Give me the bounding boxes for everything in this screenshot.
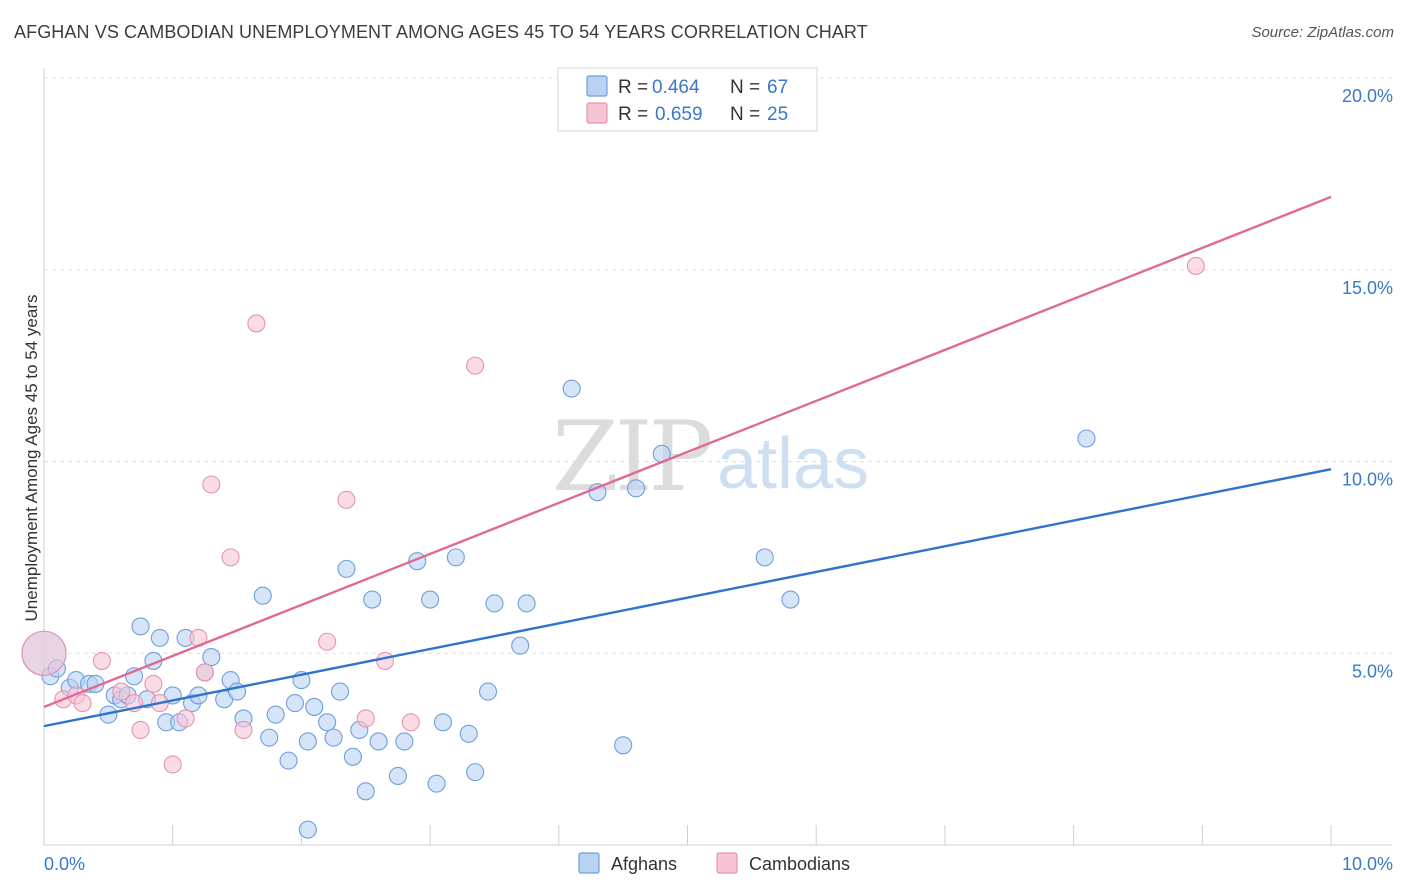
series-label-afghans: Afghans: [611, 854, 677, 874]
watermark-atlas: atlas: [717, 424, 869, 504]
afghans-point-57: [562, 379, 581, 398]
afghans-point-55: [511, 636, 530, 655]
cambodians-point-7: [131, 720, 150, 740]
cambodians-point-22: [401, 713, 420, 732]
afghans-point-38: [330, 682, 350, 701]
legend-swatch-cambodians: [586, 102, 608, 124]
afghans-point-53: [478, 682, 498, 701]
afghans-point-30: [266, 705, 285, 724]
afghans-point-64: [1077, 429, 1096, 448]
afghans-point-63: [781, 590, 800, 609]
afghans-point-28: [253, 586, 272, 605]
y-tick-label-3: 20.0%: [1342, 86, 1393, 106]
afghans-point-65: [433, 713, 453, 732]
afghans-point-31: [279, 751, 298, 770]
y-tick-label-0: 5.0%: [1352, 661, 1393, 681]
series-swatch-cambodians: [716, 852, 738, 874]
afghans-point-52: [466, 763, 485, 782]
trendlines: [43, 195, 1332, 728]
x-tick-label-left: 0.0%: [44, 854, 85, 874]
afghans-point-49: [427, 774, 446, 793]
legend-r-label-afghans: R =: [618, 77, 653, 98]
afghans-point-40: [343, 747, 362, 766]
afghans-point-39: [337, 559, 356, 578]
cambodians-point-5: [112, 682, 131, 701]
y-tick-label-1: 10.0%: [1342, 470, 1393, 490]
cambodians-point-18: [318, 632, 337, 651]
afghans-point-37: [324, 728, 343, 747]
afghans-point-59: [614, 736, 633, 755]
afghans-point-50: [446, 548, 465, 567]
afghans-point-43: [363, 590, 382, 609]
afghans-point-45: [388, 766, 407, 786]
cambodians-point-11: [176, 709, 195, 728]
cambodians-point-20: [356, 709, 375, 728]
legend-r-label-cambodians: R =: [618, 104, 653, 125]
cambodians-point-23: [466, 356, 485, 375]
cambodians-point-0: [21, 630, 67, 676]
y-tick-label-2: 15.0%: [1342, 278, 1393, 298]
chart-title: AFGHAN VS CAMBODIAN UNEMPLOYMENT AMONG A…: [14, 22, 868, 42]
cambodians-point-3: [73, 694, 92, 713]
afghans-point-62: [755, 548, 774, 567]
afghans-point-46: [395, 732, 414, 751]
cambodians-point-13: [195, 663, 214, 682]
legend-swatch-afghans: [586, 75, 608, 97]
series-label-cambodians: Cambodians: [749, 854, 850, 874]
cambodians-point-14: [202, 475, 221, 494]
afghans-point-15: [150, 628, 169, 647]
legend-n-value-cambodians: 25: [767, 104, 788, 125]
afghans-point-12: [131, 617, 150, 636]
afghans-point-35: [305, 697, 324, 716]
legend-n-value-afghans: 67: [767, 77, 788, 98]
afghans-point-34: [298, 732, 317, 751]
cambodians-point-21: [376, 651, 395, 670]
cambodians-point-8: [144, 674, 163, 693]
series-swatch-afghans: [578, 852, 600, 874]
axes: [43, 68, 1392, 846]
cambodians-point-10: [163, 755, 182, 774]
cambodians-point-4: [92, 651, 111, 670]
legend-n-label-cambodians: N =: [730, 104, 765, 125]
x-tick-label-right: 10.0%: [1342, 854, 1393, 874]
legend-r-value-afghans: 0.464: [652, 77, 700, 98]
afghans-point-66: [298, 820, 317, 839]
afghans-point-42: [356, 782, 375, 801]
series-legend: Afghans Cambodians: [578, 852, 850, 874]
cambodians-point-17: [247, 314, 266, 333]
afghans-point-48: [421, 590, 440, 609]
cambodians-point-24: [1186, 256, 1205, 275]
afghans-point-51: [459, 724, 478, 743]
afghans-point-60: [626, 479, 646, 498]
tick-labels: 5.0% 10.0% 15.0% 20.0% 0.0% 10.0%: [44, 86, 1393, 874]
y-axis-title: Unemployment Among Ages 45 to 54 years: [22, 295, 41, 622]
afghans-point-32: [285, 694, 305, 713]
cambodians-trendline: [43, 195, 1332, 709]
afghans-point-56: [517, 594, 536, 613]
correlation-legend: R = 0.464 N = 67 R = 0.659 N = 25: [557, 67, 818, 132]
legend-r-value-cambodians: 0.659: [655, 104, 703, 125]
gridlines: [44, 77, 1392, 654]
afghans-point-44: [369, 732, 388, 751]
source-label: Source: ZipAtlas.com: [1251, 24, 1394, 41]
cambodians-point-16: [234, 720, 253, 740]
afghans-point-54: [485, 594, 504, 613]
afghans-point-36: [318, 713, 337, 732]
afghans-point-29: [260, 728, 279, 747]
cambodians-point-19: [337, 490, 356, 509]
legend-n-label-afghans: N =: [730, 77, 765, 98]
afghans-trendline: [43, 467, 1332, 728]
cambodians-point-15: [221, 548, 240, 567]
afghans-point-22: [202, 648, 221, 667]
